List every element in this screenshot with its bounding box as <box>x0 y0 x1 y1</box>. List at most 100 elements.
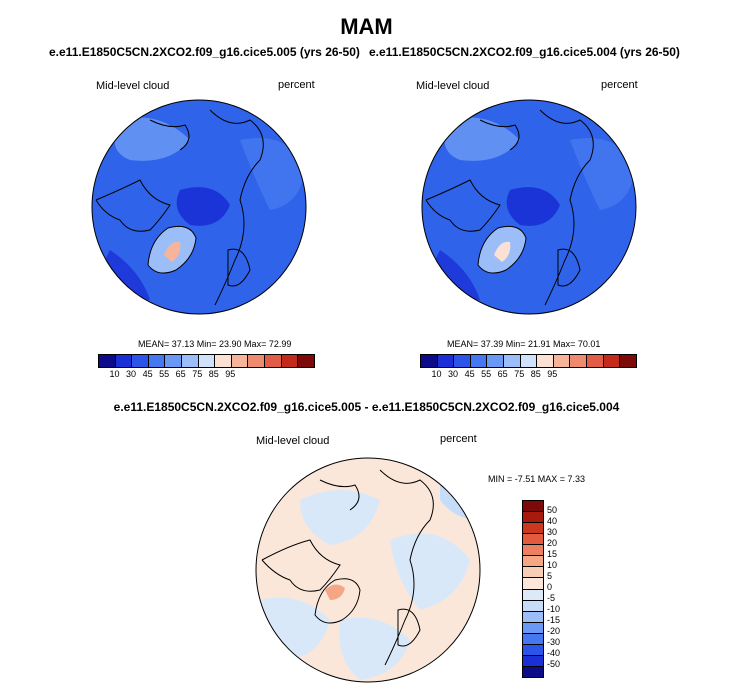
diff-positive-spot <box>325 584 345 600</box>
panel1-greenland-peak <box>164 241 181 262</box>
colorbar-tick-label: 65 <box>497 369 508 379</box>
diff-title: e.e11.E1850C5CN.2XCO2.f09_g16.cice5.005 … <box>113 400 620 414</box>
colorbar-swatch <box>523 512 543 524</box>
diff-colorbar <box>522 500 544 678</box>
colorbar-swatch <box>248 355 266 367</box>
colorbar-tick-label: -50 <box>547 659 561 669</box>
colorbar-swatch <box>470 355 488 367</box>
panel1-coastline-eurasia <box>209 109 264 306</box>
colorbar-swatch <box>523 611 543 623</box>
colorbar-tick-label: 40 <box>547 516 558 526</box>
diff-stats: MIN = -7.51 MAX = 7.33 <box>488 474 586 484</box>
colorbar-swatch <box>231 355 249 367</box>
colorbar-tick-label: 85 <box>530 369 541 379</box>
panel1-coastline-alaska <box>149 119 190 151</box>
colorbar-tick-label: 85 <box>208 369 219 379</box>
diff-coastline-eurasia <box>379 469 434 666</box>
panel1-colorbar <box>98 354 315 368</box>
diff-negative-region-4 <box>339 617 410 680</box>
colorbar-swatch <box>553 355 571 367</box>
colorbar-swatch <box>487 355 505 367</box>
colorbar-swatch <box>523 589 543 601</box>
colorbar-tick-label: -20 <box>547 626 561 636</box>
diff-coastline-alaska <box>319 479 360 511</box>
panel1-stats: MEAN= 37.13 Min= 23.90 Max= 72.99 <box>138 339 292 349</box>
panel1-variable-label: Mid-level cloud <box>96 80 170 92</box>
colorbar-swatch <box>570 355 588 367</box>
colorbar-swatch <box>523 622 543 634</box>
panel2-subtitle: e.e11.E1850C5CN.2XCO2.f09_g16.cice5.004 … <box>369 45 680 59</box>
colorbar-swatch <box>165 355 183 367</box>
colorbar-swatch <box>587 355 604 367</box>
colorbar-tick-label: 75 <box>192 369 203 379</box>
colorbar-swatch <box>265 355 282 367</box>
colorbar-tick-label: 0 <box>547 582 553 592</box>
panel2-variable-label: Mid-level cloud <box>416 80 490 92</box>
panel1-cloud-low-region <box>176 187 230 226</box>
colorbar-tick-label: 10 <box>547 560 558 570</box>
panel2-stats: MEAN= 37.39 Min= 21.91 Max= 70.01 <box>447 339 601 349</box>
colorbar-swatch <box>537 355 554 367</box>
panel2-cloud-high-region <box>444 117 520 161</box>
colorbar-tick-label: 10 <box>109 369 120 379</box>
colorbar-tick-label: -15 <box>547 615 561 625</box>
colorbar-swatch <box>523 633 543 645</box>
diff-variable-label: Mid-level cloud <box>256 435 330 447</box>
colorbar-swatch <box>115 355 133 367</box>
colorbar-tick-label: 95 <box>547 369 558 379</box>
diff-negative-region-1 <box>300 490 380 545</box>
colorbar-tick-label: 65 <box>175 369 186 379</box>
colorbar-tick-label: 20 <box>547 538 558 548</box>
colorbar-tick-label: 75 <box>514 369 525 379</box>
colorbar-swatch <box>523 556 543 568</box>
colorbar-swatch <box>215 355 232 367</box>
panel2-coastline-alaska <box>479 119 520 151</box>
colorbar-swatch <box>198 355 216 367</box>
panel1-subtitle: e.e11.E1850C5CN.2XCO2.f09_g16.cice5.005 … <box>49 45 360 59</box>
colorbar-swatch <box>99 355 116 367</box>
colorbar-tick-label: 10 <box>431 369 442 379</box>
panel2-cloud-low-region <box>506 187 560 226</box>
panel1-colorbar-ticks: 10 30 45 55 65 75 85 95 <box>98 369 313 381</box>
colorbar-swatch <box>523 655 543 667</box>
colorbar-tick-label: 15 <box>547 549 558 559</box>
colorbar-tick-label: 30 <box>126 369 137 379</box>
colorbar-swatch <box>620 355 636 367</box>
diff-colorbar-ticks: 50 40 30 20 15 10 5 0 -5 -10 -15 -20 -30 -40 -50 <box>547 500 577 676</box>
colorbar-swatch <box>523 578 543 590</box>
colorbar-tick-label: 55 <box>159 369 170 379</box>
colorbar-swatch <box>523 534 543 546</box>
diff-coastline-greenland <box>314 578 361 624</box>
colorbar-swatch <box>281 355 299 367</box>
diff-coastline-scandinavia <box>397 608 421 647</box>
colorbar-swatch <box>523 501 543 513</box>
colorbar-swatch <box>523 644 543 656</box>
colorbar-tick-label: 45 <box>142 369 153 379</box>
colorbar-tick-label: -5 <box>547 593 556 603</box>
colorbar-swatch <box>523 600 543 612</box>
panel2-coastline-eurasia <box>539 109 594 306</box>
diff-negative-region-2 <box>390 533 470 610</box>
panel1-cloud-high-region <box>114 117 190 161</box>
colorbar-tick-label: -30 <box>547 637 561 647</box>
panel1-coastline-north-america <box>95 179 171 232</box>
colorbar-swatch <box>298 355 314 367</box>
colorbar-swatch <box>421 355 438 367</box>
colorbar-swatch <box>182 355 199 367</box>
colorbar-swatch <box>523 567 543 579</box>
panel1-coastline-scandinavia <box>227 248 251 287</box>
colorbar-swatch <box>504 355 521 367</box>
panel2-cloud-mid-region <box>570 138 635 210</box>
colorbar-swatch <box>454 355 471 367</box>
colorbar-tick-label: -40 <box>547 648 561 658</box>
panel1-cloud-mid-region <box>240 138 305 210</box>
diff-units-label: percent <box>440 433 477 445</box>
panel2-colorbar <box>420 354 637 368</box>
panel2-greenland-peak <box>494 241 511 262</box>
colorbar-tick-label: -10 <box>547 604 561 614</box>
colorbar-tick-label: 95 <box>225 369 236 379</box>
panel2-coastline-north-america <box>425 179 501 232</box>
colorbar-tick-label: 30 <box>547 527 558 537</box>
